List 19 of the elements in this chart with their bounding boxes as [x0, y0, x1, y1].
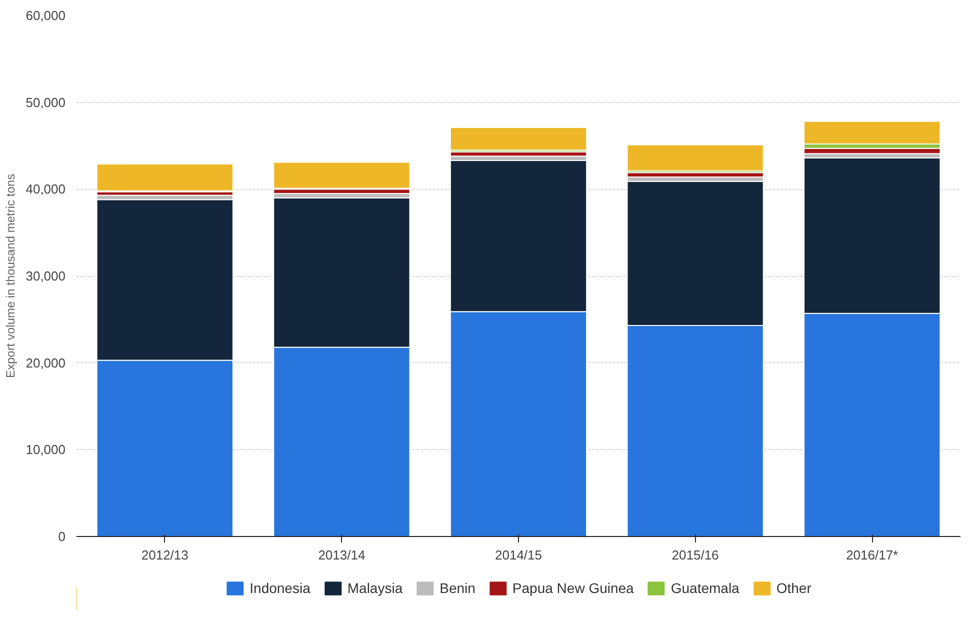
- y-tick-label: 40,000: [26, 182, 66, 197]
- x-tick-label: 2016/17*: [846, 548, 898, 562]
- y-axis-title: Export volume in thousand metric tons: [4, 174, 18, 378]
- x-tick-label: 2015/16: [672, 548, 719, 562]
- legend-label: Malaysia: [347, 580, 403, 596]
- y-tick-label: 60,000: [26, 8, 66, 23]
- legend-label: Other: [776, 580, 812, 596]
- x-tick-label: 2014/15: [495, 548, 542, 562]
- y-tick-label: 30,000: [26, 268, 66, 284]
- y-tick-label: 50,000: [26, 94, 66, 110]
- legend-label: Guatemala: [670, 580, 740, 596]
- y-tick-label: 10,000: [26, 442, 66, 458]
- legend-label: Benin: [440, 580, 476, 596]
- x-tick-label: 2012/13: [141, 548, 188, 562]
- x-tick-label: 2013/14: [318, 548, 366, 562]
- y-tick-label: 20,000: [26, 355, 66, 370]
- legend-label: Indonesia: [250, 580, 310, 596]
- y-tick-label: 0: [58, 529, 66, 544]
- legend-label: Papua New Guinea: [512, 580, 634, 596]
